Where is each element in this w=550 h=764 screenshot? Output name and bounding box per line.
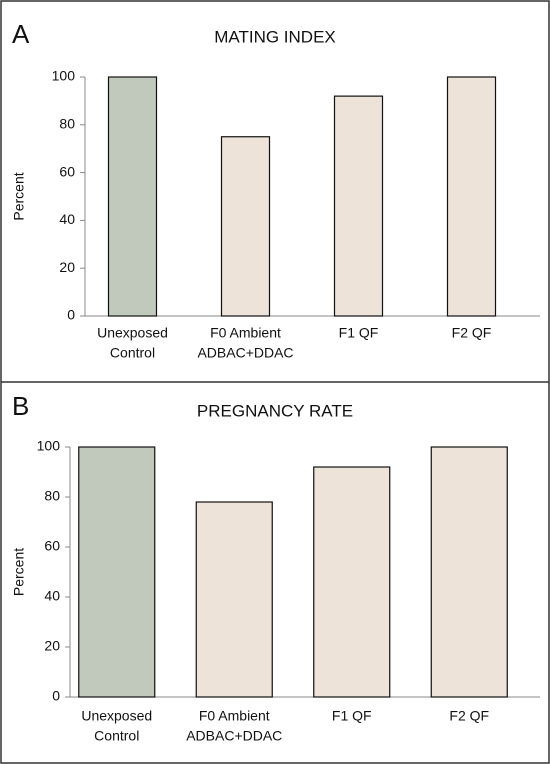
x-tick-label: F0 Ambient [199,708,270,724]
bar [195,501,273,698]
x-tick-label: F2 QF [449,708,489,724]
bar [333,95,384,317]
y-tick-label: 40 [44,588,60,604]
y-tick-label: 40 [59,211,75,227]
bar [78,446,156,698]
y-tick-label: 100 [37,438,61,454]
y-axis-label: Percent [11,172,27,220]
x-tick-label: F0 Ambient [210,325,281,341]
y-tick-label: 60 [59,163,75,179]
y-tick-label: 100 [52,68,76,84]
bar [313,466,391,698]
bar [220,136,271,317]
x-tick-label: Unexposed [97,325,168,341]
y-tick-label: 80 [44,488,60,504]
y-tick-label: 0 [52,688,60,704]
bar [107,76,158,317]
x-tick-label: Control [110,345,155,361]
x-tick-label: F1 QF [339,325,379,341]
y-tick-label: 80 [59,116,75,132]
panel-label: B [12,391,29,421]
panel-label: A [12,19,30,49]
y-tick-label: 20 [59,259,75,275]
x-tick-label: ADBAC+DDAC [197,345,293,361]
chart-title: MATING INDEX [214,27,336,46]
y-tick-label: 20 [44,638,60,654]
x-tick-label: ADBAC+DDAC [186,728,282,744]
y-axis-label: Percent [11,548,27,596]
x-tick-label: F2 QF [452,325,492,341]
y-tick-label: 0 [67,307,75,323]
y-tick-label: 60 [44,538,60,554]
x-tick-label: Unexposed [81,708,152,724]
x-tick-label: Control [94,728,139,744]
bar [430,446,508,698]
x-tick-label: F1 QF [332,708,372,724]
bar [446,76,497,317]
chart-title: PREGNANCY RATE [197,401,353,420]
